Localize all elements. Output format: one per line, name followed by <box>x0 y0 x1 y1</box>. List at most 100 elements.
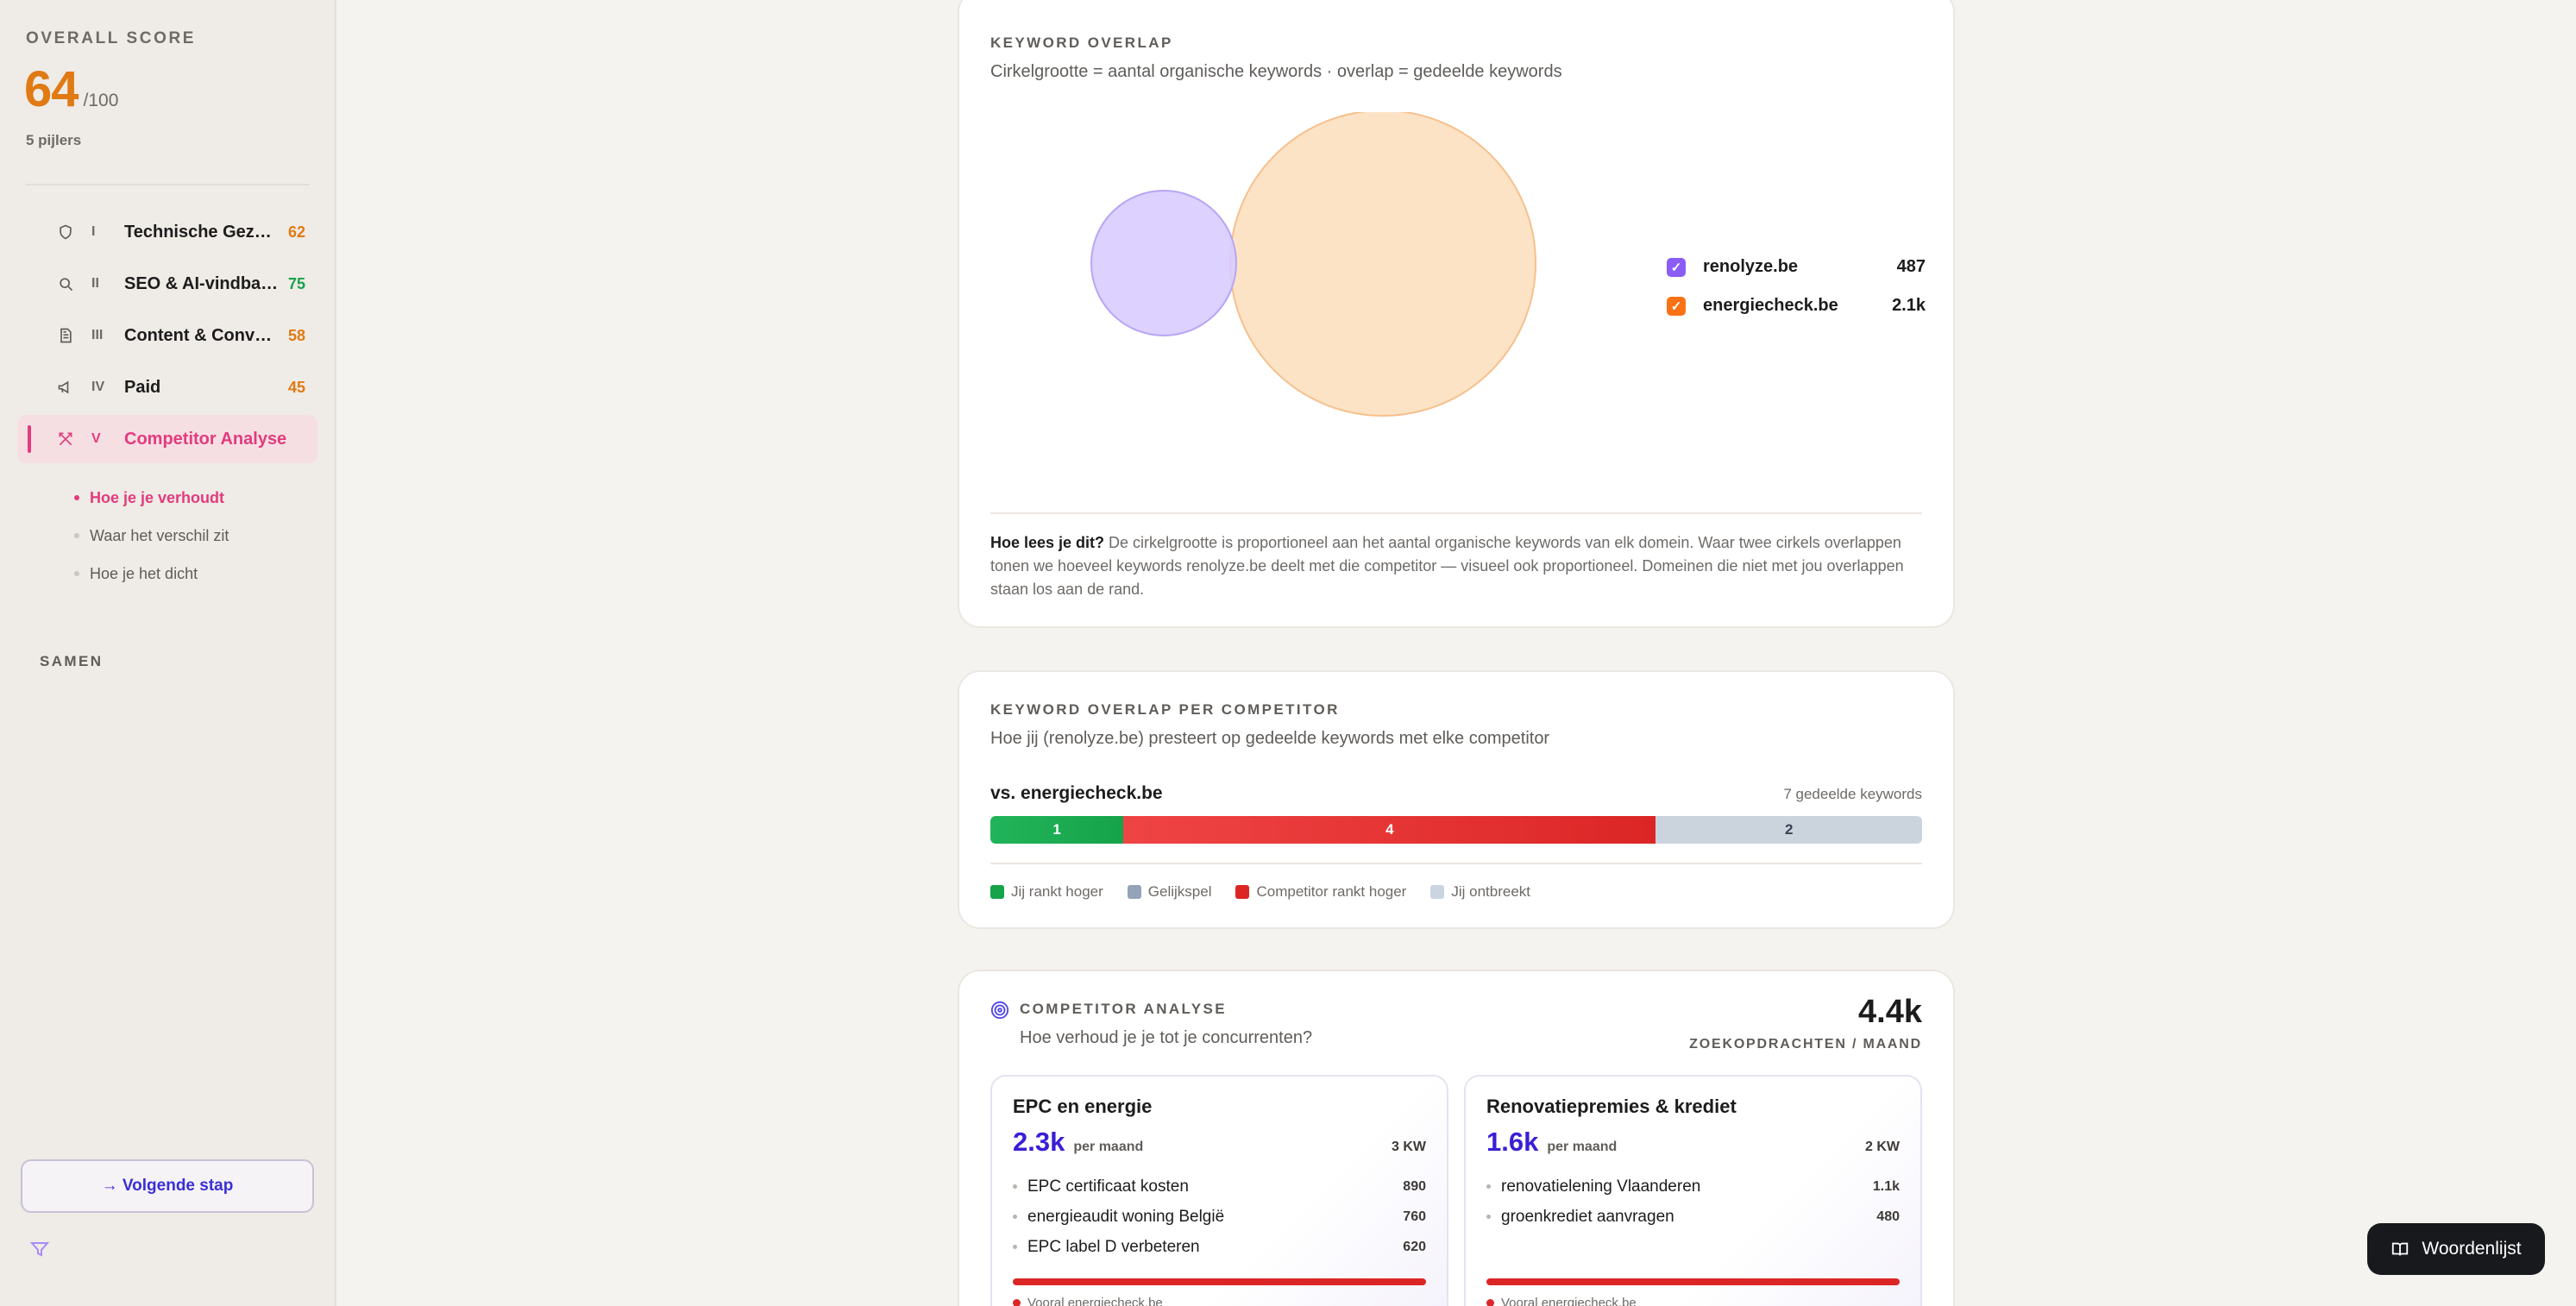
nav-score: 58 <box>287 326 305 344</box>
competitor-row: vs. energiecheck.be 7 gedeelde keywords <box>990 783 1922 804</box>
card-subtitle: Hoe jij (renolyze.be) presteert op gedee… <box>990 729 1550 748</box>
legend-label: Jij rankt hoger <box>1011 883 1103 900</box>
legend-item: Jij ontbreekt <box>1430 883 1530 901</box>
megaphone-icon <box>57 379 74 396</box>
sidebar: OVERALL SCORE 64 /100 5 pijlers I Techni… <box>0 0 336 1306</box>
keyword-volume: 890 <box>1403 1178 1426 1194</box>
nav-numeral: IV <box>91 380 105 394</box>
target-icon <box>990 1001 1009 1020</box>
divider <box>990 863 1922 864</box>
book-icon <box>2392 1242 2409 1256</box>
competitor-name: vs. energiecheck.be <box>990 783 1163 803</box>
nav-score: 45 <box>287 378 305 396</box>
segment-jij-ontbreekt[interactable]: 2 <box>1656 816 1922 844</box>
legend-domain: renolyze.be <box>1703 257 1799 276</box>
segment-jij-rankt-hoger[interactable]: 1 <box>990 816 1124 844</box>
topic-title: EPC en energie <box>1013 1096 1153 1117</box>
legend-domain: energiecheck.be <box>1703 296 1838 315</box>
status-dot <box>1486 1299 1494 1306</box>
keyword-name: renovatielening Vlaanderen <box>1501 1177 1701 1196</box>
card-title: KEYWORD OVERLAP PER COMPETITOR <box>990 701 1340 718</box>
legend-swatch <box>990 885 1004 899</box>
legend-label: Competitor rankt hoger <box>1256 883 1407 900</box>
topic-note-text: Vooral energiecheck.be <box>1501 1296 1637 1306</box>
checkbox-checked-icon[interactable]: ✓ <box>1667 257 1686 277</box>
explanation-body: De cirkelgrootte is proportioneel aan he… <box>990 534 1904 598</box>
subnav-item-hoe-je-je-verhoudt[interactable]: Hoe je je verhoudt <box>74 479 317 517</box>
next-step-button[interactable]: → Volgende stap <box>21 1159 314 1213</box>
keyword-row: renovatielening Vlaanderen 1.1k <box>1486 1171 1900 1202</box>
subnav: Hoe je je verhoudt Waar het verschil zit… <box>17 467 317 593</box>
sidebar-item-competitor-analyse[interactable]: V Competitor Analyse <box>17 415 317 463</box>
subnav-item-waar-het-verschil-zit[interactable]: Waar het verschil zit <box>74 517 317 555</box>
subnav-label: Waar het verschil zit <box>90 526 229 544</box>
segment-competitor-rankt-hoger[interactable]: 4 <box>1123 816 1656 844</box>
topic-card-renovatiepremies[interactable]: Renovatiepremies & krediet 1.6k per maan… <box>1464 1075 1922 1306</box>
overall-score-value: 64 <box>24 61 79 117</box>
legend-swatch <box>1235 885 1250 899</box>
keyword-overlap-card: KEYWORD OVERLAP Cirkelgrootte = aantal o… <box>958 0 1955 628</box>
keyword-row: energieaudit woning België 760 <box>1013 1202 1426 1232</box>
total-searches: 4.4k <box>1858 994 1922 1030</box>
topic-volume: 1.6k per maand 2 KW <box>1486 1127 1900 1158</box>
divider <box>990 512 1922 514</box>
venn-diagram <box>1090 112 1536 417</box>
card-subtitle: Hoe verhoud je je tot je concurrenten? <box>1020 1028 1313 1047</box>
keyword-row: EPC label D verbeteren 620 <box>1013 1232 1426 1262</box>
legend-label: Gelijkspel <box>1147 883 1212 900</box>
sidebar-item-paid[interactable]: IV Paid 45 <box>17 363 317 411</box>
legend-item-renolyze[interactable]: ✓ renolyze.be 487 <box>1667 257 1926 277</box>
overall-score-max: /100 <box>83 91 119 110</box>
nav-numeral: I <box>91 224 96 239</box>
glossary-label: Woordenlijst <box>2422 1239 2522 1259</box>
legend-swatch <box>1430 885 1445 899</box>
card-title: KEYWORD OVERLAP <box>990 35 1173 51</box>
nav-numeral: III <box>91 328 104 342</box>
topic-title: Renovatiepremies & krediet <box>1486 1096 1737 1117</box>
sidebar-item-technische-gezondheid[interactable]: I Technische Gezondheid 62 <box>17 208 317 256</box>
nav-score: 62 <box>287 223 305 241</box>
explanation-heading: Hoe lees je dit? <box>990 534 1105 551</box>
total-searches-label: ZOEKOPDRACHTEN / MAAND <box>1689 1037 1922 1052</box>
topic-volume-unit: per maand <box>1547 1140 1618 1154</box>
checkbox-checked-icon[interactable]: ✓ <box>1667 296 1686 316</box>
topic-note: Vooral energiecheck.be <box>1486 1296 1637 1306</box>
keyword-row: groenkrediet aanvragen 480 <box>1486 1202 1900 1232</box>
section-samen[interactable]: SAMEN <box>40 653 104 669</box>
keyword-list: renovatielening Vlaanderen 1.1k groenkred… <box>1486 1171 1900 1232</box>
legend-item-energiecheck[interactable]: ✓ energiecheck.be 2.1k <box>1667 296 1926 316</box>
subnav-item-hoe-je-het-dicht[interactable]: Hoe je het dicht <box>74 555 317 593</box>
overall-score: 64 /100 <box>17 60 317 118</box>
bullet-icon <box>74 533 79 538</box>
glossary-button[interactable]: Woordenlijst <box>2367 1223 2545 1275</box>
keyword-name: EPC certificaat kosten <box>1027 1177 1189 1196</box>
pillars-count: 5 pijlers <box>26 132 82 148</box>
legend-item: Jij rankt hoger <box>990 883 1103 901</box>
keyword-list: EPC certificaat kosten 890 energieaudit w… <box>1013 1171 1426 1262</box>
competitor-analyse-card: COMPETITOR ANALYSE Hoe verhoud je je tot… <box>958 970 1955 1306</box>
subnav-label: Hoe je het dicht <box>90 564 198 582</box>
subnav-label: Hoe je je verhoudt <box>90 488 225 506</box>
bullet-icon <box>74 571 79 576</box>
competitor-dominance-bar <box>1486 1278 1900 1285</box>
topic-volume-value: 2.3k <box>1013 1127 1065 1157</box>
sidebar-item-content-conversie[interactable]: III Content & Conversie 58 <box>17 311 317 360</box>
explanation-text: Hoe lees je dit? De cirkelgrootte is pro… <box>990 531 1922 601</box>
nav-numeral: V <box>91 431 101 446</box>
topic-card-epc[interactable]: EPC en energie 2.3k per maand 3 KW EPC c… <box>990 1075 1448 1306</box>
topic-keyword-count: 2 KW <box>1865 1140 1900 1154</box>
keyword-row: EPC certificaat kosten 890 <box>1013 1171 1426 1202</box>
legend-label: Jij ontbreekt <box>1451 883 1531 900</box>
filter-icon[interactable] <box>29 1239 50 1259</box>
card-subtitle: Cirkelgrootte = aantal organische keywor… <box>990 62 1562 81</box>
venn-circle-energiecheck <box>1229 112 1536 417</box>
keyword-name: groenkrediet aanvragen <box>1501 1207 1674 1226</box>
bar-legend: Jij rankt hoger Gelijkspel Competitor ra… <box>990 883 1922 901</box>
topic-note: Vooral energiecheck.be <box>1013 1296 1163 1306</box>
keyword-volume: 620 <box>1403 1239 1426 1254</box>
topic-volume-unit: per maand <box>1073 1140 1144 1154</box>
overall-score-label: OVERALL SCORE <box>26 29 197 47</box>
sidebar-item-seo-ai[interactable]: II SEO & AI-vindbaarheid 75 <box>17 260 317 308</box>
legend-value: 487 <box>1896 257 1926 276</box>
topic-volume-value: 1.6k <box>1486 1127 1539 1157</box>
